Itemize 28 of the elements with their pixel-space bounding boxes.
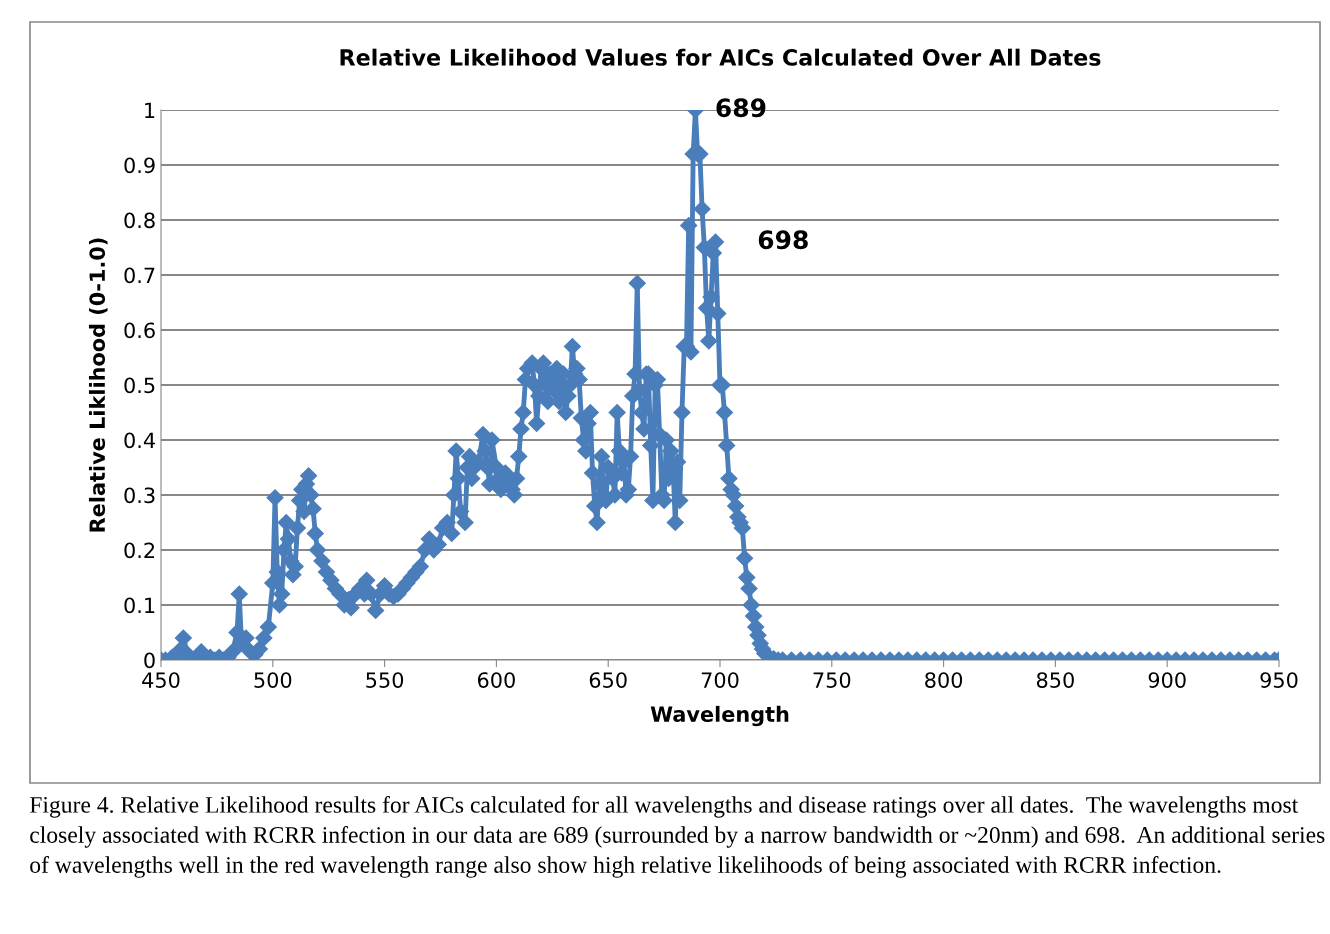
x-tick-label: 700 bbox=[701, 672, 739, 688]
x-tick-label: 950 bbox=[1260, 672, 1298, 688]
y-tick-label: 0.3 bbox=[124, 487, 155, 504]
y-tick-label: 0 bbox=[144, 652, 155, 669]
x-tick-label: 900 bbox=[1148, 672, 1186, 688]
chart-title: Relative Likelihood Values for AICs Calculated Over All Dates bbox=[340, 48, 1101, 66]
y-axis-title: Relative Liklihood (0-1.0) bbox=[88, 238, 108, 532]
x-tick-label: 850 bbox=[1036, 672, 1074, 688]
x-axis-title: Wavelength bbox=[650, 705, 789, 727]
y-tick-label: 0.4 bbox=[124, 432, 155, 449]
x-tick-label: 450 bbox=[142, 672, 180, 688]
y-tick-label: 0.1 bbox=[124, 597, 155, 614]
y-tick-label: 0.5 bbox=[124, 377, 155, 394]
x-tick-label: 650 bbox=[589, 672, 627, 688]
x-tick-label: 800 bbox=[925, 672, 963, 688]
y-tick-label: 0.9 bbox=[124, 157, 155, 174]
x-tick-label: 550 bbox=[366, 672, 404, 688]
y-tick-label: 0.2 bbox=[124, 542, 155, 559]
y-tick-label: 1 bbox=[145, 102, 155, 118]
caption: Figure 4. Relative Likelihood results for AICs calculated for all wavelengths and disease ratings over all dates. The wavelengths most closely associated with RCRR infection in our data are 689 (surrounded by a narrow bandwidth or ~20nm) and 698. An additional series of wavelengths well in the red wavelength range also show high relative likelihoods of being associated with RCRR infection. bbox=[29, 796, 1325, 878]
y-tick-label: 0.7 bbox=[124, 267, 155, 284]
y-tick-label: 0.6 bbox=[124, 322, 155, 339]
annotation: 698 bbox=[758, 230, 808, 250]
annotation: 689 bbox=[716, 98, 766, 118]
x-tick-label: 600 bbox=[477, 672, 515, 688]
y-tick-label: 0.8 bbox=[124, 212, 155, 229]
x-tick-label: 750 bbox=[813, 672, 851, 688]
x-tick-label: 500 bbox=[254, 672, 292, 688]
